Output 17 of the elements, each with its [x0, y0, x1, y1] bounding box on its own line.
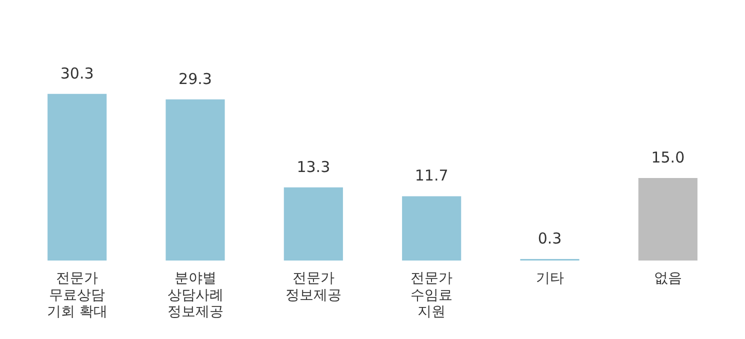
x-tick-label: 없음	[654, 270, 682, 287]
bar	[638, 178, 698, 261]
bar	[48, 94, 107, 261]
x-tick-label: 전문가 정보제공	[285, 270, 342, 304]
data-label: 11.7	[414, 166, 448, 185]
bar	[402, 196, 462, 261]
data-label: 13.3	[296, 158, 330, 176]
x-tick-label: 기타	[536, 270, 564, 287]
bar	[166, 99, 225, 261]
data-label: 29.3	[178, 70, 212, 88]
data-label: 15.0	[651, 148, 685, 166]
x-tick-label: 분야별 상담사례 정보제공	[167, 270, 224, 320]
x-tick-label: 전문가 무료상담 기회 확대	[46, 270, 108, 320]
data-label: 0.3	[538, 229, 562, 248]
bar	[284, 187, 343, 261]
x-tick-label: 전문가 수임료 지원	[410, 270, 453, 320]
data-label: 30.3	[60, 64, 94, 82]
